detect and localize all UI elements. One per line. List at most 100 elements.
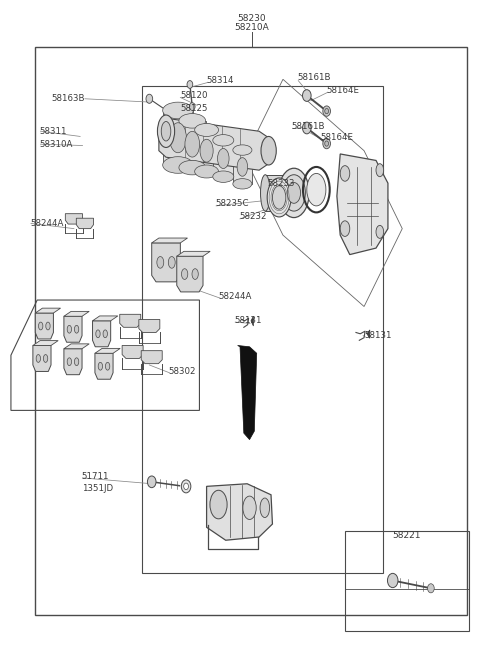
Ellipse shape xyxy=(190,102,195,110)
Ellipse shape xyxy=(157,256,164,268)
Ellipse shape xyxy=(184,483,189,490)
Polygon shape xyxy=(120,314,141,327)
Text: 58210A: 58210A xyxy=(235,23,269,32)
Polygon shape xyxy=(65,214,83,224)
Text: 58230: 58230 xyxy=(238,14,266,23)
Polygon shape xyxy=(35,308,60,313)
Polygon shape xyxy=(76,218,94,229)
Polygon shape xyxy=(179,121,205,168)
Ellipse shape xyxy=(323,138,330,149)
Text: 58310A: 58310A xyxy=(39,140,73,149)
Text: 58314: 58314 xyxy=(206,76,234,85)
Text: 51711: 51711 xyxy=(82,472,109,481)
Ellipse shape xyxy=(213,134,234,146)
Polygon shape xyxy=(177,256,203,292)
Ellipse shape xyxy=(287,183,300,203)
Ellipse shape xyxy=(273,186,286,209)
Polygon shape xyxy=(265,175,296,211)
Polygon shape xyxy=(337,154,388,254)
Polygon shape xyxy=(195,130,218,171)
Text: 58161B: 58161B xyxy=(297,74,331,83)
Ellipse shape xyxy=(340,221,350,237)
Polygon shape xyxy=(367,330,370,338)
Polygon shape xyxy=(159,118,269,170)
Ellipse shape xyxy=(243,496,256,520)
Ellipse shape xyxy=(279,168,309,218)
Ellipse shape xyxy=(38,322,43,330)
Ellipse shape xyxy=(376,164,384,177)
Ellipse shape xyxy=(146,95,153,103)
Ellipse shape xyxy=(376,226,384,239)
Text: 58164E: 58164E xyxy=(320,133,353,142)
Polygon shape xyxy=(35,313,53,339)
Text: 58120: 58120 xyxy=(180,91,208,100)
Polygon shape xyxy=(33,346,51,372)
Ellipse shape xyxy=(325,141,328,146)
Ellipse shape xyxy=(163,102,193,119)
Text: 58244A: 58244A xyxy=(218,292,252,301)
Ellipse shape xyxy=(261,136,276,165)
Ellipse shape xyxy=(233,179,252,189)
Ellipse shape xyxy=(168,256,175,268)
Ellipse shape xyxy=(43,355,48,363)
Ellipse shape xyxy=(302,90,311,101)
Ellipse shape xyxy=(325,108,328,113)
Ellipse shape xyxy=(67,358,72,366)
Ellipse shape xyxy=(179,160,205,175)
Text: 58131: 58131 xyxy=(234,316,262,325)
Ellipse shape xyxy=(302,122,311,134)
Ellipse shape xyxy=(157,115,175,147)
Ellipse shape xyxy=(179,113,205,128)
Polygon shape xyxy=(152,243,180,282)
Ellipse shape xyxy=(340,166,350,181)
Ellipse shape xyxy=(67,325,72,333)
Ellipse shape xyxy=(267,178,291,217)
Ellipse shape xyxy=(200,140,213,162)
Text: 58163B: 58163B xyxy=(51,95,85,103)
Polygon shape xyxy=(139,319,160,333)
Text: 58131: 58131 xyxy=(364,331,392,340)
Polygon shape xyxy=(122,346,143,359)
Text: 58125: 58125 xyxy=(180,104,208,113)
Polygon shape xyxy=(93,316,118,321)
Ellipse shape xyxy=(96,330,100,338)
Ellipse shape xyxy=(103,330,108,338)
Polygon shape xyxy=(33,340,58,346)
Ellipse shape xyxy=(387,573,398,587)
Ellipse shape xyxy=(260,498,270,518)
Polygon shape xyxy=(95,348,120,353)
Ellipse shape xyxy=(187,81,193,89)
Ellipse shape xyxy=(233,145,252,155)
Text: 1351JD: 1351JD xyxy=(82,484,113,493)
Ellipse shape xyxy=(106,363,110,370)
Polygon shape xyxy=(64,349,82,375)
Ellipse shape xyxy=(192,269,198,280)
Bar xyxy=(142,86,383,572)
Polygon shape xyxy=(95,353,113,379)
Text: 58302: 58302 xyxy=(168,367,196,376)
Ellipse shape xyxy=(428,584,434,593)
Ellipse shape xyxy=(181,269,188,280)
Polygon shape xyxy=(64,344,89,349)
Ellipse shape xyxy=(181,480,191,493)
Polygon shape xyxy=(93,321,111,347)
Polygon shape xyxy=(206,484,273,541)
Ellipse shape xyxy=(195,123,218,136)
Polygon shape xyxy=(64,312,89,316)
Ellipse shape xyxy=(282,175,305,211)
Ellipse shape xyxy=(36,355,40,363)
Ellipse shape xyxy=(163,156,193,173)
Ellipse shape xyxy=(161,121,171,141)
Ellipse shape xyxy=(307,173,326,206)
Ellipse shape xyxy=(185,131,200,157)
Text: 58235C: 58235C xyxy=(215,200,249,209)
Ellipse shape xyxy=(261,175,270,211)
Ellipse shape xyxy=(74,325,79,333)
Bar xyxy=(35,47,467,615)
Polygon shape xyxy=(238,346,257,439)
Text: 58233: 58233 xyxy=(268,179,295,188)
Polygon shape xyxy=(141,351,162,364)
Ellipse shape xyxy=(46,322,50,330)
Text: 58164E: 58164E xyxy=(326,87,359,95)
Ellipse shape xyxy=(210,490,227,519)
